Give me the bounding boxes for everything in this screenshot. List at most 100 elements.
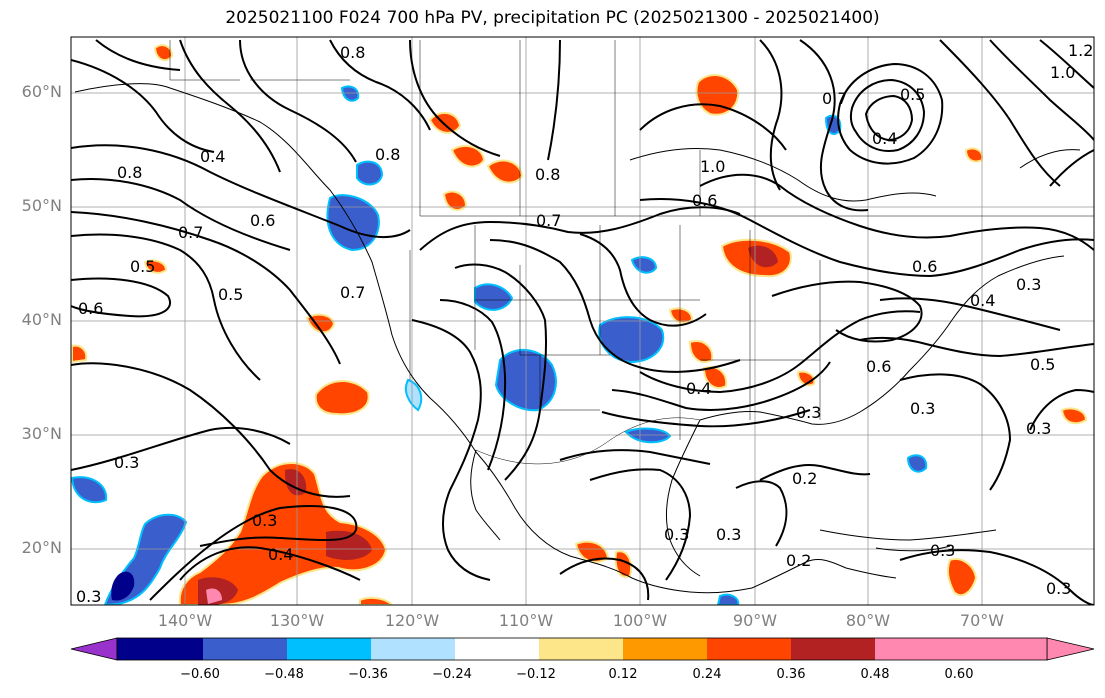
positive-precip-area xyxy=(284,469,307,496)
colorbar-tick-label: 0.36 xyxy=(776,667,806,682)
precipitation-shading xyxy=(71,44,1088,605)
colorbar-tick-label: 0.24 xyxy=(692,667,722,682)
contour-label: 0.7 xyxy=(178,223,203,242)
lat-label-40n: 40°N xyxy=(21,310,62,329)
lat-label-30n: 30°N xyxy=(21,424,62,443)
colorbar-tick-label: 0.12 xyxy=(608,667,638,682)
contour-label: 0.7 xyxy=(340,283,365,302)
positive-precip-area xyxy=(486,159,524,184)
positive-precip-area xyxy=(428,111,462,134)
colorbar-segment xyxy=(623,638,707,660)
lat-label-50n: 50°N xyxy=(21,196,62,215)
positive-precip-area xyxy=(688,340,714,363)
colorbar xyxy=(70,637,1095,661)
colorbar-tick-label: 0.48 xyxy=(860,667,890,682)
contour-label: 0.4 xyxy=(686,379,711,398)
colorbar-segment xyxy=(287,638,371,660)
colorbar-segment xyxy=(455,638,539,660)
contour-label: 1.0 xyxy=(1050,63,1075,82)
lon-label-120w: 120°W xyxy=(384,611,440,630)
positive-precip-area xyxy=(143,259,168,274)
lon-label-130w: 130°W xyxy=(269,611,325,630)
contour-label: 0.5 xyxy=(130,257,155,276)
contour-label: 0.3 xyxy=(910,399,935,418)
coastlines xyxy=(74,83,1081,594)
lat-label-60n: 60°N xyxy=(21,82,62,101)
contour-label: 0.8 xyxy=(117,163,142,182)
positive-precip-area xyxy=(206,588,222,604)
contour-label: 0.3 xyxy=(1026,419,1051,438)
contour-label: 0.3 xyxy=(796,403,821,422)
lon-label-80w: 80°W xyxy=(845,611,891,630)
contour-label: 0.6 xyxy=(250,211,275,230)
contour-label: 0.3 xyxy=(930,541,955,560)
contour-label: 0.5 xyxy=(218,285,243,304)
colorbar-segment xyxy=(707,638,791,660)
contour-label: 0.3 xyxy=(76,587,101,606)
positive-precip-area xyxy=(614,550,632,578)
negative-precip-area xyxy=(404,378,423,412)
contour-label: 0.6 xyxy=(912,257,937,276)
positive-precip-area xyxy=(71,344,88,364)
negative-precip-area xyxy=(630,256,658,274)
contour-label: 0.3 xyxy=(1016,275,1041,294)
contour-label: 0.6 xyxy=(866,357,891,376)
colorbar-frame xyxy=(116,637,1048,661)
contour-label: 0.3 xyxy=(1046,579,1071,598)
colorbar-segment xyxy=(875,638,1047,660)
positive-precip-area xyxy=(305,313,336,334)
contour-label: 0.2 xyxy=(792,469,817,488)
colorbar-tick-label: −0.60 xyxy=(180,667,220,682)
contour-label: 0.8 xyxy=(535,165,560,184)
positive-precip-area xyxy=(178,462,388,605)
negative-precip-area xyxy=(716,593,740,605)
contour-label: 0.8 xyxy=(340,43,365,62)
pv-contours xyxy=(71,39,1094,605)
contour-label: 0.2 xyxy=(786,551,811,570)
contour-label: 0.5 xyxy=(900,85,925,104)
lon-label-100w: 100°W xyxy=(612,611,668,630)
positive-precip-area xyxy=(1060,407,1088,425)
positive-precip-area xyxy=(326,530,372,560)
contour-label: 0.8 xyxy=(375,145,400,164)
contour-label: 1.0 xyxy=(700,157,725,176)
political-borders xyxy=(169,40,1094,465)
contour-label: 1.2 xyxy=(1068,41,1093,60)
negative-precip-area xyxy=(111,571,135,601)
contour-label: 0.3 xyxy=(114,453,139,472)
colorbar-tick-label: −0.36 xyxy=(348,667,388,682)
contour-label: 0.7 xyxy=(536,211,561,230)
contour-label: 0.4 xyxy=(268,545,293,564)
colorbar-tick-label: 0.60 xyxy=(944,667,974,682)
negative-precip-area xyxy=(474,283,514,311)
map-title: 2025021100 F024 700 hPa PV, precipitatio… xyxy=(225,8,880,28)
lon-label-110w: 110°W xyxy=(498,611,554,630)
negative-precip-area xyxy=(598,316,665,364)
colorbar-tick-label: −0.48 xyxy=(264,667,304,682)
negative-precip-area xyxy=(340,85,360,102)
contour-label: 0.3 xyxy=(716,525,741,544)
lon-label-140w: 140°W xyxy=(157,611,213,630)
contour-label: 0.3 xyxy=(664,525,689,544)
lon-label-70w: 70°W xyxy=(959,611,1005,630)
negative-precip-area xyxy=(326,194,380,252)
colorbar-extend-high xyxy=(1046,637,1095,661)
contour-label: 0.4 xyxy=(200,147,225,166)
positive-precip-area xyxy=(450,144,486,168)
positive-precip-area xyxy=(964,147,984,163)
colorbar-segment xyxy=(117,638,203,660)
colorbar-tick-label: −0.24 xyxy=(432,667,472,682)
contour-label: 0.6 xyxy=(78,299,103,318)
contour-label: 0.4 xyxy=(970,291,995,310)
positive-precip-area xyxy=(946,558,978,597)
colorbar-segment xyxy=(539,638,623,660)
contour-label: 0.3 xyxy=(252,511,277,530)
positive-precip-area xyxy=(668,307,694,324)
contour-label: 0.7 xyxy=(822,89,847,108)
contour-label: 0.6 xyxy=(692,191,717,210)
plot-frame xyxy=(70,36,1095,606)
contour-labels: 0.8 0.8 0.8 0.7 1.2 1.0 0.5 0.4 0.8 0.4 … xyxy=(76,41,1093,606)
colorbar-segment xyxy=(203,638,287,660)
contour-label: 0.5 xyxy=(1030,355,1055,374)
